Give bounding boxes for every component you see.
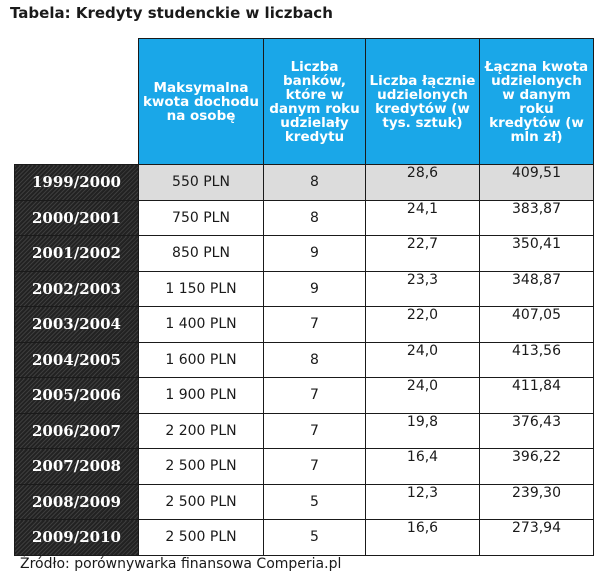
table-row: 2007/2008 2 500 PLN 7 16,4 396,22 [14, 448, 594, 485]
year-cell: 2009/2010 [14, 519, 139, 556]
income-cell: 2 200 PLN [138, 412, 264, 449]
header-income: Maksymalna kwota dochodu na osobę [138, 38, 264, 165]
amount-cell: 383,87 [479, 199, 594, 236]
year-cell: 2006/2007 [14, 412, 139, 449]
year-cell: 1999/2000 [14, 164, 139, 201]
header-amount: Łączna kwota udzielonych w danym roku kr… [479, 38, 594, 165]
table-row: 2008/2009 2 500 PLN 5 12,3 239,30 [14, 483, 594, 520]
student-loans-table: Maksymalna kwota dochodu na osobę Liczba… [14, 38, 594, 556]
income-cell: 2 500 PLN [138, 519, 264, 556]
income-cell: 1 400 PLN [138, 306, 264, 343]
table-row: 1999/2000 550 PLN 8 28,6 409,51 [14, 164, 594, 201]
year-cell: 2008/2009 [14, 483, 139, 520]
count-cell: 23,3 [365, 270, 480, 307]
banks-cell: 8 [263, 341, 366, 378]
table-row: 2003/2004 1 400 PLN 7 22,0 407,05 [14, 306, 594, 343]
count-cell: 22,7 [365, 235, 480, 272]
count-cell: 28,6 [365, 164, 480, 201]
header-banks: Liczba banków, które w danym roku udziel… [263, 38, 366, 165]
banks-cell: 5 [263, 483, 366, 520]
income-cell: 1 900 PLN [138, 377, 264, 414]
income-cell: 750 PLN [138, 199, 264, 236]
banks-cell: 7 [263, 306, 366, 343]
count-cell: 22,0 [365, 306, 480, 343]
count-cell: 24,0 [365, 341, 480, 378]
header-count: Liczba łącznie udzielonych kredytów (w t… [365, 38, 480, 165]
table-row: 2000/2001 750 PLN 8 24,1 383,87 [14, 199, 594, 236]
count-cell: 16,6 [365, 519, 480, 556]
table-row: 2006/2007 2 200 PLN 7 19,8 376,43 [14, 412, 594, 449]
banks-cell: 9 [263, 270, 366, 307]
banks-cell: 9 [263, 235, 366, 272]
amount-cell: 411,84 [479, 377, 594, 414]
amount-cell: 239,30 [479, 483, 594, 520]
amount-cell: 409,51 [479, 164, 594, 201]
count-cell: 19,8 [365, 412, 480, 449]
amount-cell: 350,41 [479, 235, 594, 272]
count-cell: 24,0 [365, 377, 480, 414]
income-cell: 2 500 PLN [138, 448, 264, 485]
banks-cell: 7 [263, 377, 366, 414]
income-cell: 1 600 PLN [138, 341, 264, 378]
year-cell: 2000/2001 [14, 199, 139, 236]
income-cell: 550 PLN [138, 164, 264, 201]
table-title: Tabela: Kredyty studenckie w liczbach [10, 4, 333, 22]
year-cell: 2005/2006 [14, 377, 139, 414]
amount-cell: 273,94 [479, 519, 594, 556]
amount-cell: 348,87 [479, 270, 594, 307]
banks-cell: 5 [263, 519, 366, 556]
table-row: 2002/2003 1 150 PLN 9 23,3 348,87 [14, 270, 594, 307]
banks-cell: 8 [263, 199, 366, 236]
banks-cell: 8 [263, 164, 366, 201]
amount-cell: 396,22 [479, 448, 594, 485]
year-cell: 2004/2005 [14, 341, 139, 378]
amount-cell: 413,56 [479, 341, 594, 378]
income-cell: 1 150 PLN [138, 270, 264, 307]
year-cell: 2003/2004 [14, 306, 139, 343]
header-corner [14, 38, 139, 165]
table-row: 2009/2010 2 500 PLN 5 16,6 273,94 [14, 519, 594, 556]
count-cell: 24,1 [365, 199, 480, 236]
year-cell: 2002/2003 [14, 270, 139, 307]
header-row: Maksymalna kwota dochodu na osobę Liczba… [14, 38, 594, 165]
banks-cell: 7 [263, 412, 366, 449]
income-cell: 2 500 PLN [138, 483, 264, 520]
count-cell: 12,3 [365, 483, 480, 520]
table-row: 2005/2006 1 900 PLN 7 24,0 411,84 [14, 377, 594, 414]
count-cell: 16,4 [365, 448, 480, 485]
year-cell: 2007/2008 [14, 448, 139, 485]
table-row: 2001/2002 850 PLN 9 22,7 350,41 [14, 235, 594, 272]
income-cell: 850 PLN [138, 235, 264, 272]
banks-cell: 7 [263, 448, 366, 485]
amount-cell: 376,43 [479, 412, 594, 449]
year-cell: 2001/2002 [14, 235, 139, 272]
table-row: 2004/2005 1 600 PLN 8 24,0 413,56 [14, 341, 594, 378]
source-note: Źródło: porównywarka finansowa Comperia.… [20, 556, 342, 572]
amount-cell: 407,05 [479, 306, 594, 343]
